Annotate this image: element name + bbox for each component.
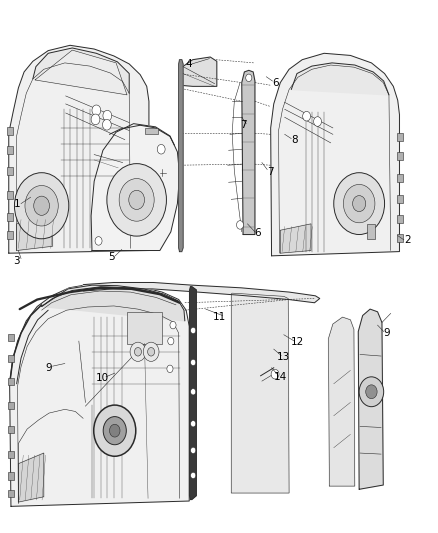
Bar [8, 426, 14, 433]
Circle shape [167, 365, 173, 373]
Circle shape [366, 385, 377, 399]
Circle shape [191, 327, 196, 334]
Bar [7, 213, 13, 221]
Circle shape [168, 337, 174, 345]
Bar [8, 334, 14, 341]
Circle shape [103, 417, 126, 445]
Circle shape [34, 196, 49, 215]
Text: 8: 8 [291, 135, 298, 144]
Text: 4: 4 [185, 59, 192, 69]
Polygon shape [83, 282, 320, 303]
Bar [8, 355, 14, 362]
Circle shape [91, 114, 100, 125]
Circle shape [191, 421, 196, 427]
Polygon shape [358, 309, 383, 489]
Circle shape [92, 105, 101, 116]
Text: 13: 13 [277, 352, 290, 362]
Bar [7, 146, 13, 154]
Polygon shape [35, 50, 127, 95]
Bar [397, 133, 403, 141]
Text: 7: 7 [267, 167, 274, 176]
Circle shape [148, 348, 155, 356]
Text: 14: 14 [274, 372, 287, 382]
Circle shape [359, 377, 384, 407]
Bar [7, 231, 13, 239]
Bar [367, 224, 375, 239]
Polygon shape [179, 60, 183, 252]
Circle shape [110, 424, 120, 437]
Circle shape [271, 369, 279, 379]
Bar [397, 234, 403, 242]
Text: 6: 6 [254, 229, 261, 238]
Circle shape [191, 359, 196, 366]
Bar [397, 215, 403, 223]
Polygon shape [42, 285, 185, 321]
Circle shape [130, 342, 146, 361]
Polygon shape [9, 45, 149, 253]
Circle shape [334, 173, 385, 235]
Polygon shape [271, 53, 399, 256]
Circle shape [14, 173, 69, 239]
Polygon shape [280, 224, 311, 253]
Bar [127, 312, 162, 344]
Circle shape [94, 405, 136, 456]
Circle shape [314, 117, 321, 126]
Circle shape [95, 237, 102, 245]
Circle shape [170, 321, 176, 329]
Circle shape [191, 447, 196, 454]
Bar [8, 490, 14, 497]
Circle shape [191, 472, 196, 479]
Text: 5: 5 [108, 253, 115, 262]
Bar [7, 127, 13, 135]
Polygon shape [231, 293, 289, 493]
Circle shape [143, 342, 159, 361]
Bar [145, 128, 158, 134]
Polygon shape [91, 124, 180, 251]
Bar [7, 167, 13, 175]
Text: 9: 9 [46, 363, 53, 373]
Circle shape [303, 111, 311, 121]
Circle shape [343, 184, 375, 223]
Circle shape [134, 348, 141, 356]
Polygon shape [291, 63, 389, 95]
Bar [8, 402, 14, 409]
Text: 9: 9 [383, 328, 390, 338]
Text: 1: 1 [13, 199, 20, 208]
Polygon shape [242, 70, 255, 235]
Polygon shape [10, 284, 189, 506]
Text: 3: 3 [13, 256, 20, 266]
Bar [8, 378, 14, 385]
Text: 2: 2 [404, 235, 411, 245]
Circle shape [157, 144, 165, 154]
Polygon shape [190, 287, 196, 499]
Polygon shape [33, 48, 129, 93]
Bar [8, 472, 14, 480]
Circle shape [119, 179, 154, 221]
Bar [7, 191, 13, 199]
Text: 12: 12 [290, 337, 304, 347]
Polygon shape [180, 57, 217, 86]
Circle shape [246, 74, 252, 82]
Bar [397, 174, 403, 182]
Text: 6: 6 [272, 78, 279, 87]
Text: 7: 7 [240, 120, 247, 130]
Circle shape [353, 196, 366, 212]
Polygon shape [17, 217, 53, 251]
Circle shape [237, 221, 244, 229]
Text: 11: 11 [212, 312, 226, 322]
Text: 10: 10 [95, 374, 109, 383]
Bar [397, 195, 403, 203]
Circle shape [191, 389, 196, 395]
Polygon shape [328, 317, 355, 486]
Bar [8, 451, 14, 458]
Circle shape [25, 185, 58, 226]
Circle shape [129, 190, 145, 209]
Polygon shape [18, 453, 44, 502]
Bar [397, 152, 403, 160]
Circle shape [107, 164, 166, 236]
Circle shape [102, 119, 111, 130]
Circle shape [103, 110, 112, 121]
